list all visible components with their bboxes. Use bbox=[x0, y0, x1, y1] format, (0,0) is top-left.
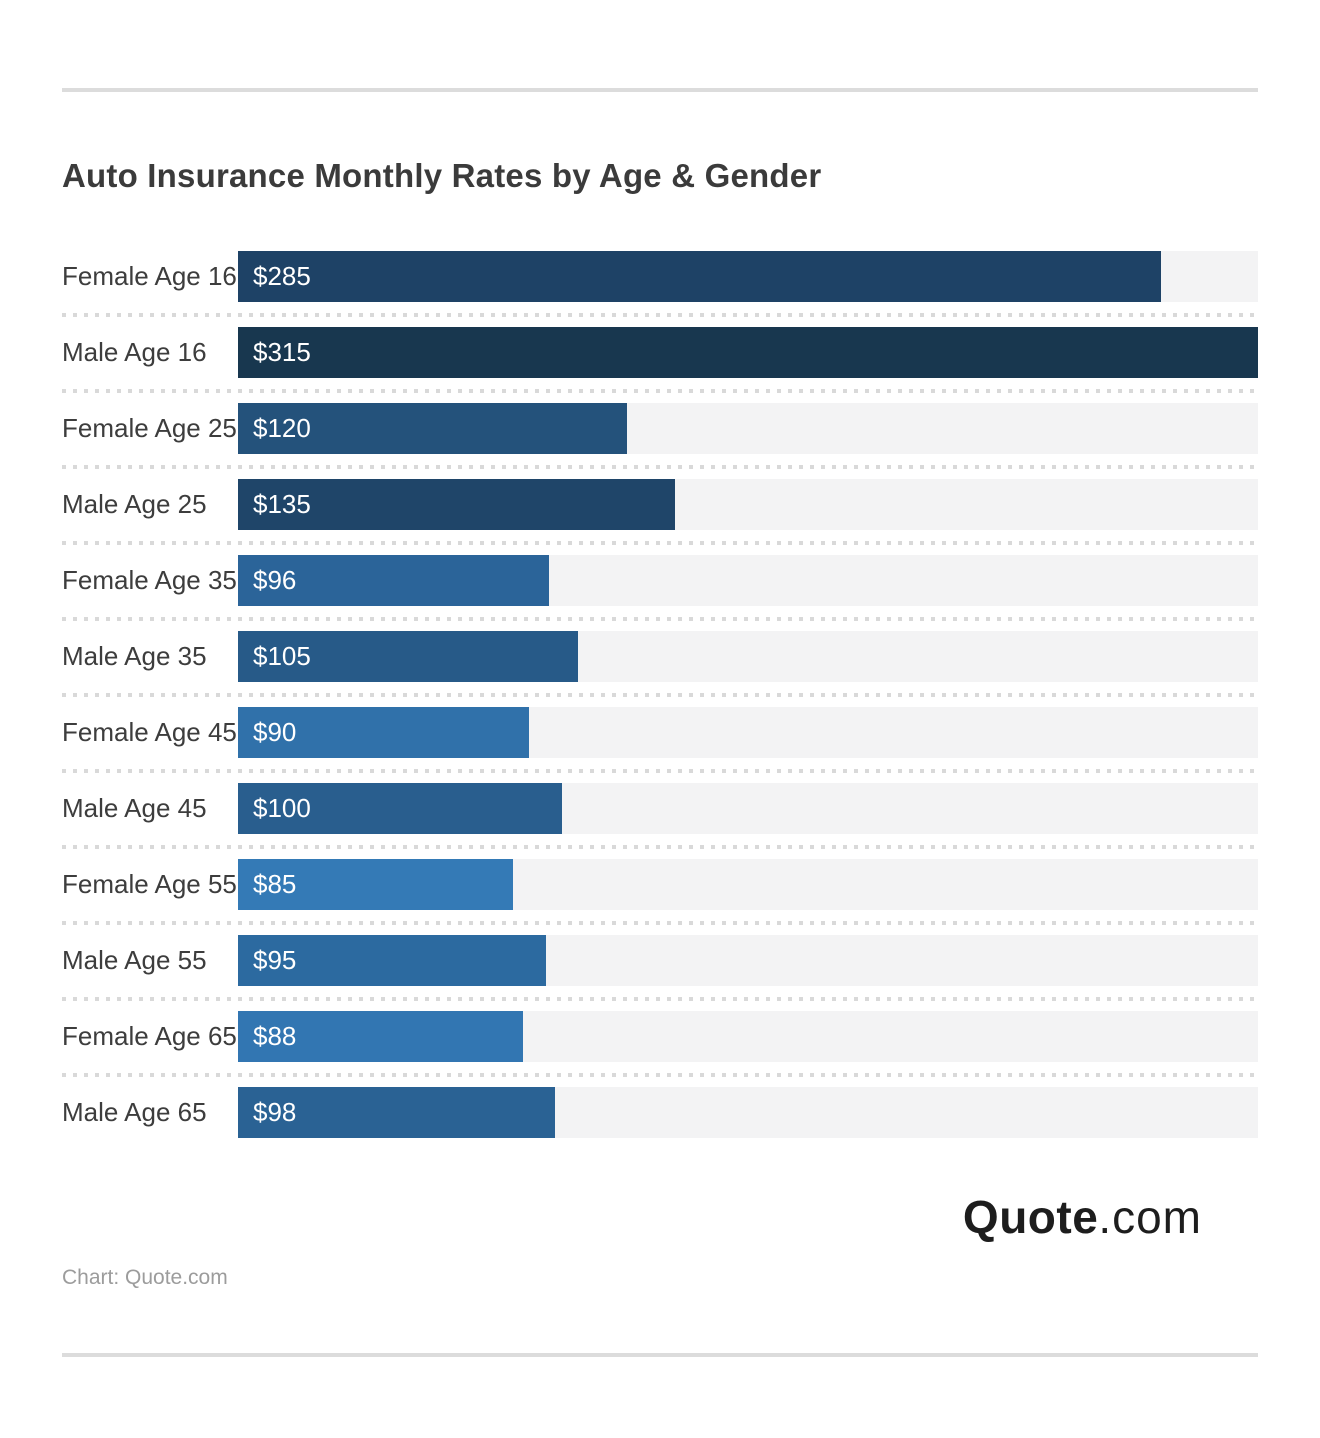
bar: $100 bbox=[238, 783, 562, 834]
bar-track: $88 bbox=[238, 1011, 1258, 1062]
bar: $120 bbox=[238, 403, 627, 454]
bar-value-label: $95 bbox=[253, 945, 297, 975]
chart-row: Female Age 65 $88 bbox=[62, 1011, 1258, 1087]
category-label: Male Age 35 bbox=[62, 641, 207, 671]
category-label: Male Age 25 bbox=[62, 489, 207, 519]
bar-value-label: $105 bbox=[253, 641, 311, 671]
bar: $95 bbox=[238, 935, 546, 986]
bar-value-label: $85 bbox=[253, 869, 297, 899]
category-label: Female Age 16 bbox=[62, 261, 237, 291]
bar-track: $105 bbox=[238, 631, 1258, 682]
bar: $135 bbox=[238, 479, 676, 530]
bar-chart: Female Age 16 $285 Male Age 16 $315 Female A… bbox=[62, 251, 1258, 1163]
bar-value-label: $90 bbox=[253, 717, 297, 747]
bar-track: $100 bbox=[238, 783, 1258, 834]
category-label: Male Age 55 bbox=[62, 945, 207, 975]
top-divider bbox=[62, 88, 1258, 92]
bar-value-label: $98 bbox=[253, 1097, 297, 1127]
chart-row: Male Age 65 $98 bbox=[62, 1087, 1258, 1163]
bar-value-label: $285 bbox=[253, 261, 311, 291]
bar: $96 bbox=[238, 555, 549, 606]
bar-track: $95 bbox=[238, 935, 1258, 986]
chart-row: Male Age 16 $315 bbox=[62, 327, 1258, 403]
chart-row: Female Age 25 $120 bbox=[62, 403, 1258, 479]
chart-row: Male Age 45 $100 bbox=[62, 783, 1258, 859]
bar-track: $98 bbox=[238, 1087, 1258, 1138]
bar: $285 bbox=[238, 251, 1161, 302]
chart-row: Female Age 55 $85 bbox=[62, 859, 1258, 935]
bar-track: $285 bbox=[238, 251, 1258, 302]
category-label: Female Age 65 bbox=[62, 1021, 237, 1051]
bar-value-label: $120 bbox=[253, 413, 311, 443]
bar-value-label: $96 bbox=[253, 565, 297, 595]
logo-text-bold: Quote bbox=[962, 1191, 1099, 1243]
logo-text-rest: .com bbox=[1098, 1191, 1202, 1243]
bar-value-label: $135 bbox=[253, 489, 311, 519]
chart-row: Male Age 55 $95 bbox=[62, 935, 1258, 1011]
bar-value-label: $100 bbox=[253, 793, 311, 823]
bar-value-label: $88 bbox=[253, 1021, 297, 1051]
chart-title: Auto Insurance Monthly Rates by Age & Ge… bbox=[62, 157, 822, 194]
bar: $315 bbox=[238, 327, 1258, 378]
chart-attribution: Chart: Quote.com bbox=[62, 1266, 228, 1289]
quote-logo: Quote.com bbox=[963, 1192, 1202, 1243]
chart-row: Female Age 45 $90 bbox=[62, 707, 1258, 783]
bar-value-label: $315 bbox=[253, 337, 311, 367]
category-label: Male Age 16 bbox=[62, 337, 207, 367]
chart-row: Female Age 16 $285 bbox=[62, 251, 1258, 327]
bar-track: $120 bbox=[238, 403, 1258, 454]
bar: $98 bbox=[238, 1087, 556, 1138]
bar: $88 bbox=[238, 1011, 523, 1062]
bar-track: $90 bbox=[238, 707, 1258, 758]
bar-track: $85 bbox=[238, 859, 1258, 910]
chart-row: Male Age 25 $135 bbox=[62, 479, 1258, 555]
bar-track: $96 bbox=[238, 555, 1258, 606]
bar: $90 bbox=[238, 707, 530, 758]
category-label: Female Age 55 bbox=[62, 869, 237, 899]
category-label: Male Age 65 bbox=[62, 1097, 207, 1127]
chart-row: Male Age 35 $105 bbox=[62, 631, 1258, 707]
bar-track: $315 bbox=[238, 327, 1258, 378]
bar: $105 bbox=[238, 631, 578, 682]
category-label: Female Age 45 bbox=[62, 717, 237, 747]
chart-row: Female Age 35 $96 bbox=[62, 555, 1258, 631]
category-label: Female Age 35 bbox=[62, 565, 237, 595]
category-label: Female Age 25 bbox=[62, 413, 237, 443]
bar: $85 bbox=[238, 859, 514, 910]
bar-track: $135 bbox=[238, 479, 1258, 530]
category-label: Male Age 45 bbox=[62, 793, 207, 823]
bottom-divider bbox=[62, 1353, 1258, 1357]
